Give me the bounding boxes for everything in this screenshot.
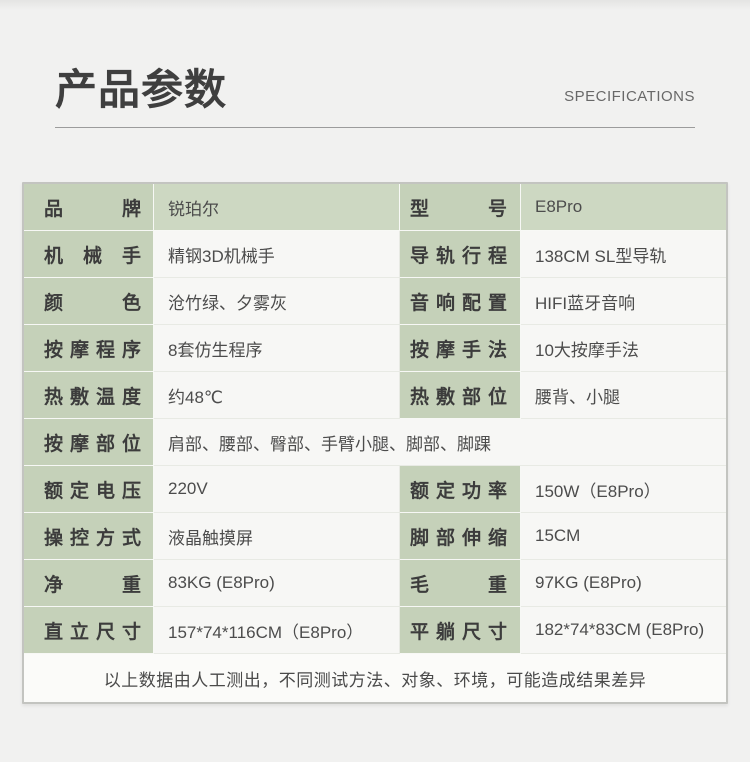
spec-label-text: 热敷温度 — [44, 386, 141, 408]
spec-value-heat-area: 腰背、小腿 — [521, 372, 726, 419]
spec-label-model: 型号 — [400, 184, 521, 231]
spec-label-techniques: 按摩手法 — [400, 325, 521, 372]
spec-label-text: 热敷部位 — [410, 386, 507, 408]
spec-label-text: 平躺尺寸 — [410, 621, 507, 643]
page-title: 产品参数 — [55, 66, 228, 113]
spec-label-text: 型号 — [410, 198, 507, 220]
spec-label-massage-area: 按摩部位 — [24, 419, 154, 466]
spec-value-control: 液晶触摸屏 — [154, 513, 400, 560]
spec-value-net-weight: 83KG (E8Pro) — [154, 560, 400, 607]
spec-value-heat-temp: 约48℃ — [154, 372, 400, 419]
spec-label-audio: 音响配置 — [400, 278, 521, 325]
spec-value-foot-extend: 15CM — [521, 513, 726, 560]
spec-label-text: 按摩程序 — [44, 339, 141, 361]
spec-label-text: 额定功率 — [410, 480, 507, 502]
spec-label-text: 按摩手法 — [410, 339, 507, 361]
spec-label-text: 品牌 — [44, 198, 141, 220]
spec-value-techniques: 10大按摩手法 — [521, 325, 726, 372]
spec-label-text: 按摩部位 — [44, 433, 141, 455]
spec-label-color: 颜色 — [24, 278, 154, 325]
spec-label-text: 额定电压 — [44, 480, 141, 502]
spec-label-flat-size: 平躺尺寸 — [400, 607, 521, 654]
spec-label-text: 操控方式 — [44, 527, 141, 549]
spec-label-heat-temp: 热敷温度 — [24, 372, 154, 419]
spec-label-text: 导轨行程 — [410, 245, 507, 267]
spec-value-flat-size: 182*74*83CM (E8Pro) — [521, 607, 726, 654]
spec-value-power: 150W（E8Pro） — [521, 466, 726, 513]
spec-value-color: 沧竹绿、夕雾灰 — [154, 278, 400, 325]
top-fade-band — [0, 0, 750, 10]
table-footnote: 以上数据由人工测出，不同测试方法、对象、环境，可能造成结果差异 — [24, 654, 726, 702]
spec-label-voltage: 额定电压 — [24, 466, 154, 513]
spec-label-gross-weight: 毛重 — [400, 560, 521, 607]
spec-label-upright-size: 直立尺寸 — [24, 607, 154, 654]
spec-label-rail-travel: 导轨行程 — [400, 231, 521, 278]
spec-value-programs: 8套仿生程序 — [154, 325, 400, 372]
spec-label-foot-extend: 脚部伸缩 — [400, 513, 521, 560]
spec-label-programs: 按摩程序 — [24, 325, 154, 372]
spec-value-massage-area: 肩部、腰部、臀部、手臂小腿、脚部、脚踝 — [154, 419, 726, 466]
spec-value-voltage: 220V — [154, 466, 400, 513]
spec-table: 品牌 锐珀尔 型号 E8Pro 机械手 精钢3D机械手 导轨行程 138CM S… — [22, 182, 728, 704]
spec-value-audio: HIFI蓝牙音响 — [521, 278, 726, 325]
spec-value-brand: 锐珀尔 — [154, 184, 400, 231]
page-subtitle: SPECIFICATIONS — [564, 88, 695, 105]
spec-label-text: 机械手 — [44, 245, 141, 267]
spec-label-control: 操控方式 — [24, 513, 154, 560]
spec-label-power: 额定功率 — [400, 466, 521, 513]
spec-label-text: 音响配置 — [410, 292, 507, 314]
spec-value-model: E8Pro — [521, 184, 726, 231]
spec-label-text: 脚部伸缩 — [410, 527, 507, 549]
spec-label-heat-area: 热敷部位 — [400, 372, 521, 419]
spec-value-gross-weight: 97KG (E8Pro) — [521, 560, 726, 607]
header-divider — [55, 127, 695, 128]
spec-label-text: 直立尺寸 — [44, 621, 141, 643]
spec-label-robot-hand: 机械手 — [24, 231, 154, 278]
spec-label-text: 毛重 — [410, 574, 507, 596]
spec-value-upright-size: 157*74*116CM（E8Pro） — [154, 607, 400, 654]
spec-label-net-weight: 净重 — [24, 560, 154, 607]
spec-value-robot-hand: 精钢3D机械手 — [154, 231, 400, 278]
spec-label-text: 净重 — [44, 574, 141, 596]
spec-value-rail-travel: 138CM SL型导轨 — [521, 231, 726, 278]
spec-label-brand: 品牌 — [24, 184, 154, 231]
spec-label-text: 颜色 — [44, 292, 141, 314]
